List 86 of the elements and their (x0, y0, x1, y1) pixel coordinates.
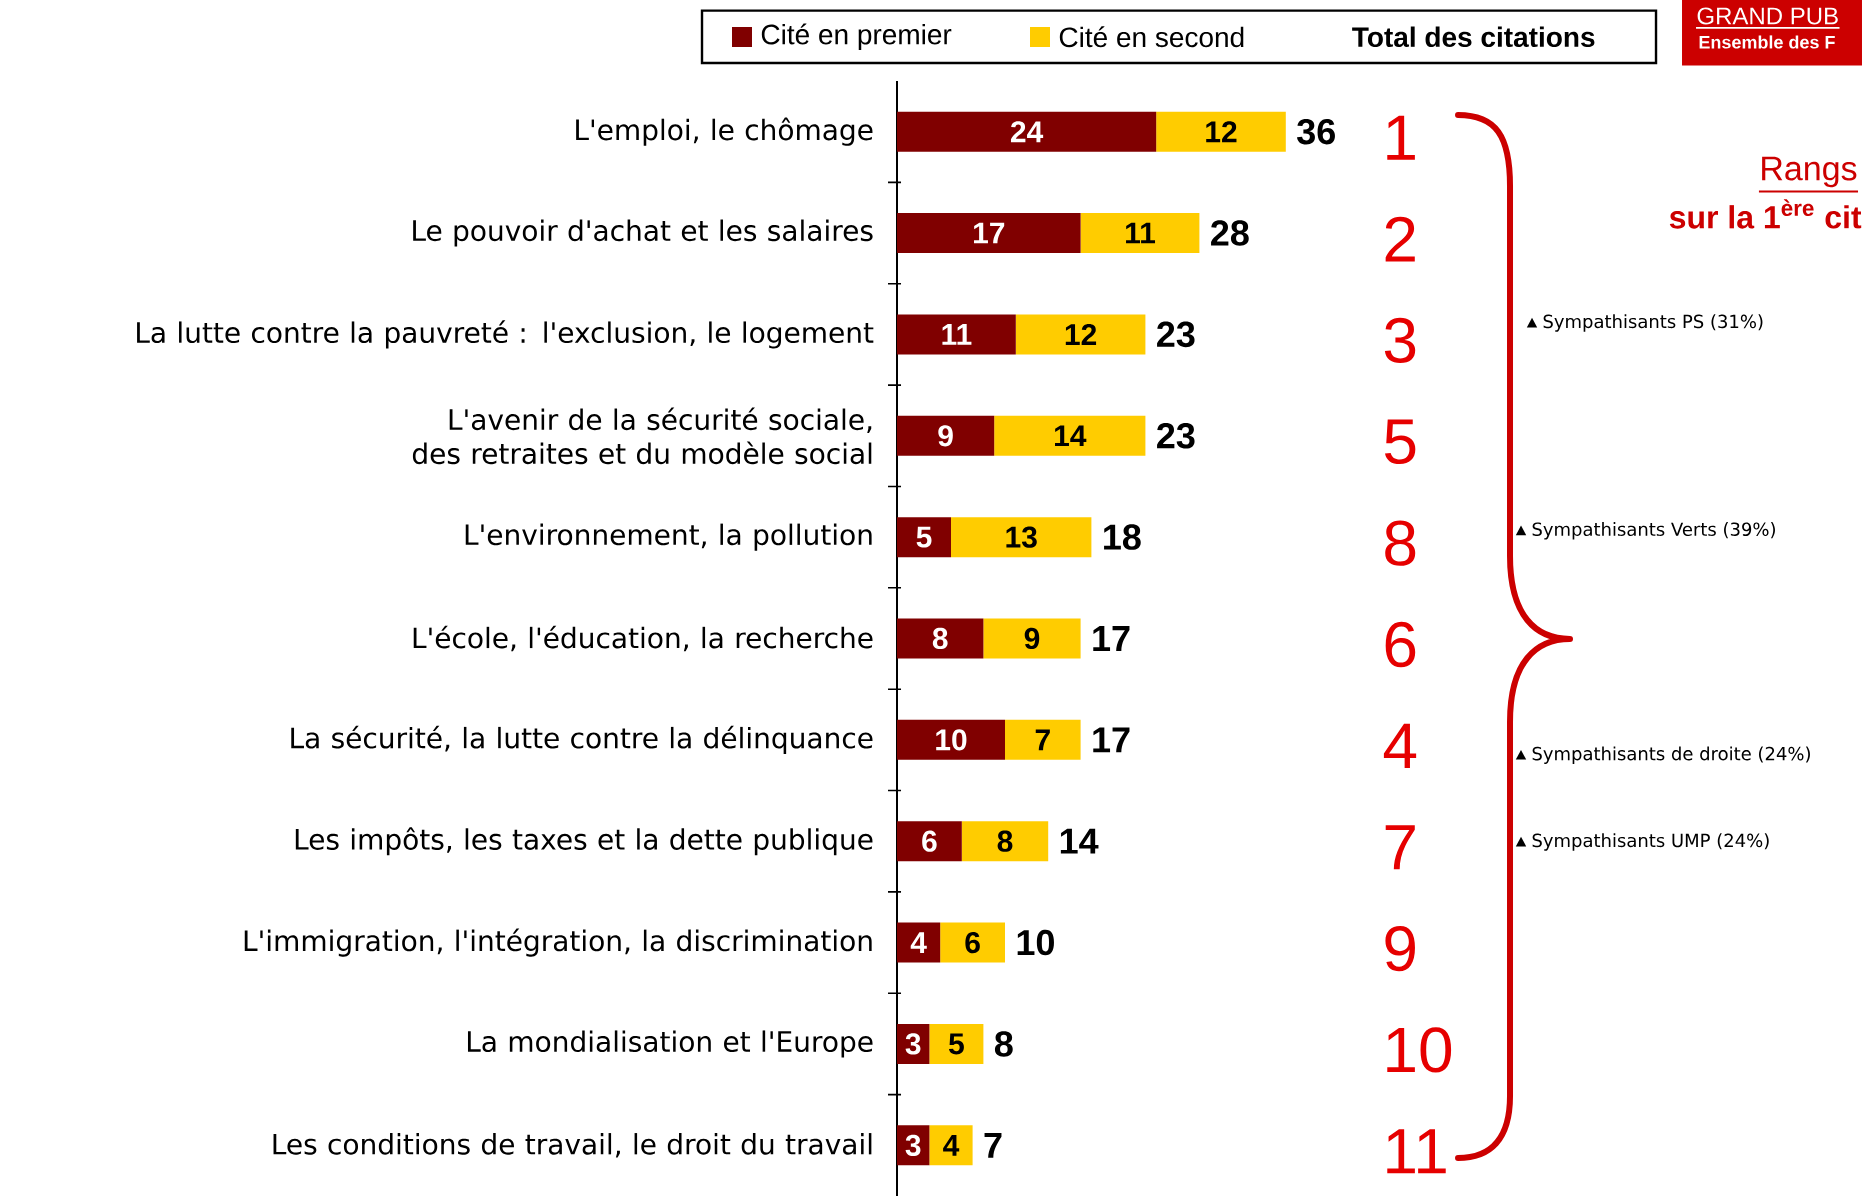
text: 3 (1384, 317, 1416, 364)
bar (1005, 719, 1081, 760)
y-tick-label: L'école, l'éducation, la recherche (413, 625, 873, 652)
text: Sympathisants PS (31%) (1543, 314, 1763, 332)
data-label: 11 (942, 324, 972, 345)
bar (961, 821, 1049, 862)
text: 10 (1387, 1027, 1452, 1073)
data-label: 6 (965, 931, 980, 954)
total-label: 36 (1297, 118, 1335, 145)
text: Ensemble des F (1699, 35, 1835, 49)
data-label: 4 (943, 1135, 960, 1156)
text: 8 (1385, 520, 1416, 566)
y-tick-label: L'emploi, le chômage (576, 117, 873, 146)
text: 6 (1385, 621, 1416, 668)
data-label: 14 (1055, 425, 1087, 447)
data-label: 12 (1065, 323, 1097, 345)
y-tick-label: L'immigration, l'intégration, la discrimination (244, 928, 872, 957)
bar (951, 517, 1092, 558)
legend-label: Cité en second (1059, 26, 1244, 48)
bar (1015, 314, 1146, 355)
text: GRAND PUB (1697, 7, 1838, 25)
y-tick-label: L'environnement, la pollution (465, 523, 872, 551)
y-tick-label: Les impôts, les taxes et la dette publique (295, 827, 873, 856)
total-label: 17 (1093, 626, 1130, 651)
total-label: 23 (1157, 422, 1195, 449)
data-label: 9 (938, 425, 953, 447)
bar (994, 415, 1146, 456)
bar (897, 415, 995, 456)
bar (1080, 213, 1200, 254)
y-tick-label: Les conditions de travail, le droit du travail (273, 1133, 872, 1158)
text: sur la 1$^{ère}$ cit (1669, 199, 1862, 229)
text: 2 (1385, 216, 1415, 262)
bar (897, 618, 984, 659)
text: 1 (1387, 115, 1415, 160)
data-label: 8 (997, 830, 1013, 852)
y-tick-label: La sécurité, la lutte contre la délinquance (291, 725, 873, 754)
y-tick-label: Le pouvoir d'achat et les salaires (413, 219, 873, 247)
total-label: 8 (994, 1031, 1013, 1057)
data-label: 8 (932, 627, 948, 650)
bar (897, 922, 941, 963)
bar (929, 1023, 984, 1064)
total-label: 18 (1104, 524, 1141, 550)
data-label: 3 (905, 1033, 921, 1055)
data-label: 6 (922, 830, 937, 852)
bar (897, 719, 1006, 760)
total-label: 14 (1060, 828, 1099, 854)
bar (897, 314, 1016, 355)
text: Sympathisants de droite (24%) (1532, 746, 1810, 764)
y-tick-label: La mondialisation et l'Europe (467, 1030, 873, 1058)
data-label: 17 (974, 222, 1005, 244)
bar (983, 618, 1081, 659)
text: 4 (1383, 723, 1417, 768)
text: Rangs (1762, 156, 1857, 188)
text: Sympathisants Verts (39%) (1532, 522, 1775, 540)
bar (897, 821, 962, 862)
bar (897, 213, 1081, 254)
text: Sympathisants UMP (24%) (1532, 833, 1769, 851)
text: Total des citations (1352, 26, 1595, 48)
data-label: 12 (1206, 121, 1237, 143)
text: 5 (1384, 419, 1416, 465)
data-label: 10 (936, 729, 967, 751)
total-label: 28 (1211, 220, 1249, 246)
bar (929, 1125, 973, 1166)
data-label: 11 (1126, 222, 1156, 244)
y-tick-label: L'avenir de la sécurité sociale, des retraites et du modèle social (412, 407, 872, 465)
text: 7 (1385, 825, 1415, 870)
data-label: 4 (910, 932, 927, 953)
data-label: 13 (1006, 526, 1037, 548)
bar (1156, 111, 1286, 152)
data-label: 3 (905, 1134, 921, 1156)
data-label: 7 (1035, 729, 1050, 751)
total-label: 17 (1093, 727, 1130, 753)
y-tick-label: La lutte contre la pauvreté : l'exclusion, le logement (137, 320, 874, 349)
total-label: 10 (1017, 929, 1054, 956)
data-label: 5 (948, 1033, 964, 1055)
total-label: 23 (1157, 321, 1195, 348)
data-label: 24 (1010, 121, 1044, 143)
text: 11 (1387, 1129, 1446, 1174)
bar (897, 111, 1157, 152)
bar (940, 922, 1006, 963)
bar (897, 517, 951, 558)
data-label: 9 (1024, 627, 1040, 650)
total-label: 7 (984, 1132, 1002, 1158)
data-label: 5 (916, 526, 932, 548)
legend-label: Cité en premier (761, 23, 952, 50)
text: 9 (1385, 925, 1415, 972)
